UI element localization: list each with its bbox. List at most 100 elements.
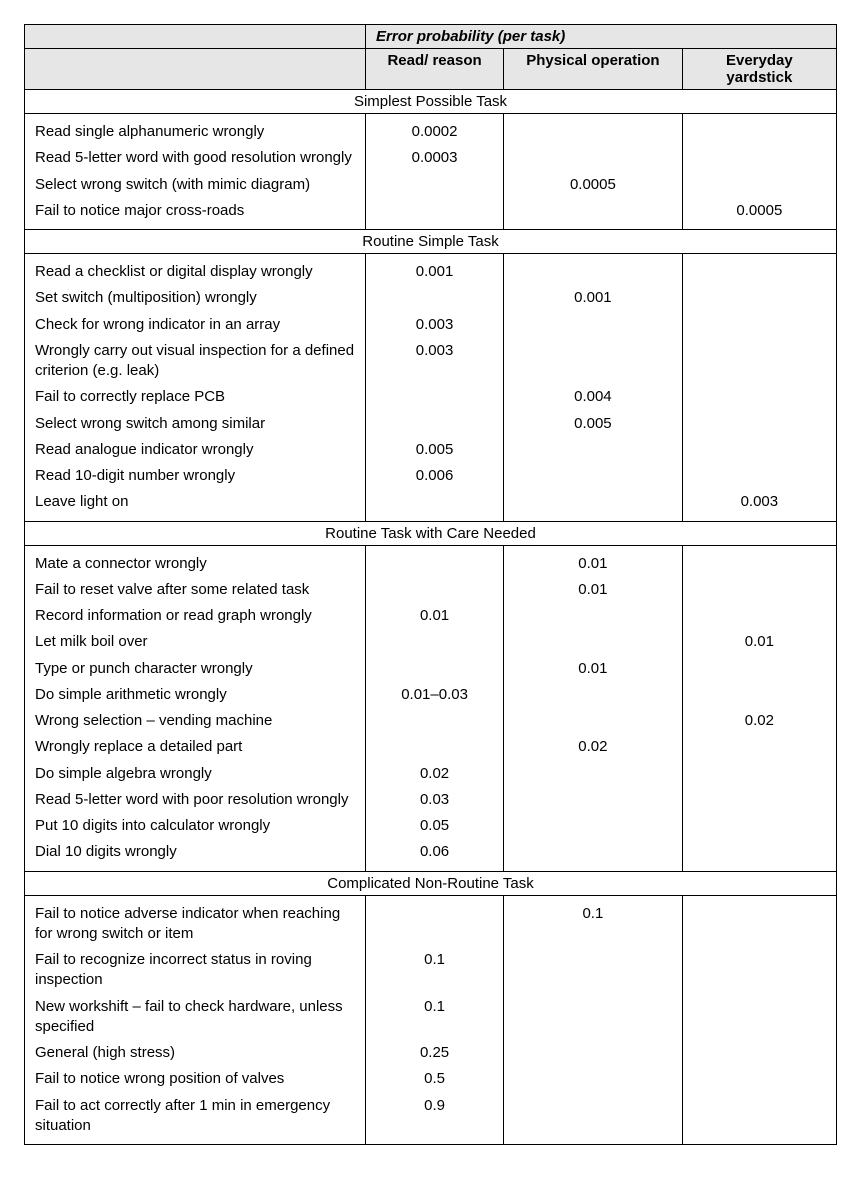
value-physical-operation <box>504 463 683 489</box>
value-everyday-yardstick <box>682 734 836 760</box>
value-read-reason <box>366 411 504 437</box>
value-everyday-yardstick <box>682 603 836 629</box>
value-everyday-yardstick <box>682 384 836 410</box>
table-row: Read 10-digit number wrongly0.006 <box>25 463 837 489</box>
value-physical-operation <box>504 787 683 813</box>
value-everyday-yardstick <box>682 545 836 577</box>
error-probability-table: Error probability (per task) Read/ reaso… <box>24 24 837 1145</box>
value-physical-operation: 0.01 <box>504 577 683 603</box>
value-physical-operation <box>504 1066 683 1092</box>
value-read-reason: 0.1 <box>366 947 504 994</box>
value-read-reason: 0.01 <box>366 603 504 629</box>
table-row: Do simple algebra wrongly0.02 <box>25 761 837 787</box>
value-read-reason <box>366 656 504 682</box>
section-title-row: Routine Simple Task <box>25 230 837 254</box>
section-title-row: Routine Task with Care Needed <box>25 521 837 545</box>
table-row: Fail to recognize incorrect status in ro… <box>25 947 837 994</box>
table-body: Simplest Possible TaskRead single alphan… <box>25 90 837 1145</box>
value-physical-operation <box>504 145 683 171</box>
table-row: Set switch (multiposition) wrongly 0.001 <box>25 285 837 311</box>
value-read-reason <box>366 577 504 603</box>
task-description: Read a checklist or digital display wron… <box>25 254 366 286</box>
value-physical-operation <box>504 1040 683 1066</box>
task-description: Read 10-digit number wrongly <box>25 463 366 489</box>
table-row: Record information or read graph wrongly… <box>25 603 837 629</box>
table-row: Select wrong switch among similar0.005 <box>25 411 837 437</box>
task-description: Do simple algebra wrongly <box>25 761 366 787</box>
value-read-reason: 0.003 <box>366 312 504 338</box>
task-description: Let milk boil over <box>25 629 366 655</box>
task-description: Mate a connector wrongly <box>25 545 366 577</box>
value-read-reason <box>366 489 504 521</box>
value-everyday-yardstick <box>682 813 836 839</box>
value-physical-operation <box>504 994 683 1041</box>
value-physical-operation: 0.001 <box>504 285 683 311</box>
header-row-1: Error probability (per task) <box>25 25 837 49</box>
task-description: Check for wrong indicator in an array <box>25 312 366 338</box>
table-row: Read analogue indicator wrongly0.005 <box>25 437 837 463</box>
value-physical-operation <box>504 761 683 787</box>
section-title-row: Complicated Non-Routine Task <box>25 871 837 895</box>
value-read-reason <box>366 198 504 230</box>
value-everyday-yardstick: 0.0005 <box>682 198 836 230</box>
value-physical-operation <box>504 312 683 338</box>
value-physical-operation <box>504 629 683 655</box>
table-row: Fail to reset valve after some related t… <box>25 577 837 603</box>
table-row: Fail to act correctly after 1 min in eme… <box>25 1093 837 1145</box>
table-row: Do simple arithmetic wrongly0.01–0.03 <box>25 682 837 708</box>
table-row: Wrongly carry out visual inspection for … <box>25 338 837 385</box>
task-description: Read 5-letter word with poor resolution … <box>25 787 366 813</box>
value-physical-operation <box>504 114 683 146</box>
value-read-reason <box>366 384 504 410</box>
value-everyday-yardstick <box>682 994 836 1041</box>
task-description: Wrong selection – vending machine <box>25 708 366 734</box>
table-row: Read a checklist or digital display wron… <box>25 254 837 286</box>
task-description: Read analogue indicator wrongly <box>25 437 366 463</box>
value-read-reason: 0.25 <box>366 1040 504 1066</box>
section-title: Routine Simple Task <box>25 230 837 254</box>
task-description: Wrongly carry out visual inspection for … <box>25 338 366 385</box>
value-physical-operation <box>504 682 683 708</box>
value-read-reason: 0.05 <box>366 813 504 839</box>
table-row: Leave light on0.003 <box>25 489 837 521</box>
value-read-reason: 0.03 <box>366 787 504 813</box>
value-physical-operation <box>504 437 683 463</box>
task-description: Put 10 digits into calculator wrongly <box>25 813 366 839</box>
value-read-reason: 0.003 <box>366 338 504 385</box>
table-row: Let milk boil over0.01 <box>25 629 837 655</box>
value-everyday-yardstick <box>682 1066 836 1092</box>
table-row: Read 5-letter word with poor resolution … <box>25 787 837 813</box>
value-read-reason: 0.01–0.03 <box>366 682 504 708</box>
task-description: Fail to notice major cross-roads <box>25 198 366 230</box>
value-read-reason <box>366 629 504 655</box>
section-title: Complicated Non-Routine Task <box>25 871 837 895</box>
value-read-reason: 0.06 <box>366 839 504 871</box>
value-everyday-yardstick <box>682 172 836 198</box>
value-everyday-yardstick <box>682 145 836 171</box>
value-everyday-yardstick <box>682 839 836 871</box>
value-everyday-yardstick <box>682 254 836 286</box>
value-physical-operation: 0.004 <box>504 384 683 410</box>
table-row: Fail to notice wrong position of valves0… <box>25 1066 837 1092</box>
task-description: Do simple arithmetic wrongly <box>25 682 366 708</box>
task-description: Read 5-letter word with good resolution … <box>25 145 366 171</box>
value-physical-operation: 0.005 <box>504 411 683 437</box>
task-description: Fail to notice wrong position of valves <box>25 1066 366 1092</box>
value-read-reason <box>366 172 504 198</box>
value-physical-operation: 0.01 <box>504 545 683 577</box>
table-row: Type or punch character wrongly0.01 <box>25 656 837 682</box>
task-description: Fail to notice adverse indicator when re… <box>25 895 366 947</box>
value-everyday-yardstick <box>682 338 836 385</box>
header-spacer <box>25 25 366 49</box>
value-everyday-yardstick <box>682 463 836 489</box>
table-row: Fail to notice major cross-roads 0.0005 <box>25 198 837 230</box>
task-description: General (high stress) <box>25 1040 366 1066</box>
value-physical-operation: 0.02 <box>504 734 683 760</box>
task-description: Set switch (multiposition) wrongly <box>25 285 366 311</box>
value-everyday-yardstick <box>682 787 836 813</box>
value-physical-operation <box>504 489 683 521</box>
header-title: Error probability (per task) <box>366 25 837 49</box>
table-row: Wrong selection – vending machine0.02 <box>25 708 837 734</box>
table-row: Mate a connector wrongly 0.01 <box>25 545 837 577</box>
table-row: Check for wrong indicator in an array0.0… <box>25 312 837 338</box>
